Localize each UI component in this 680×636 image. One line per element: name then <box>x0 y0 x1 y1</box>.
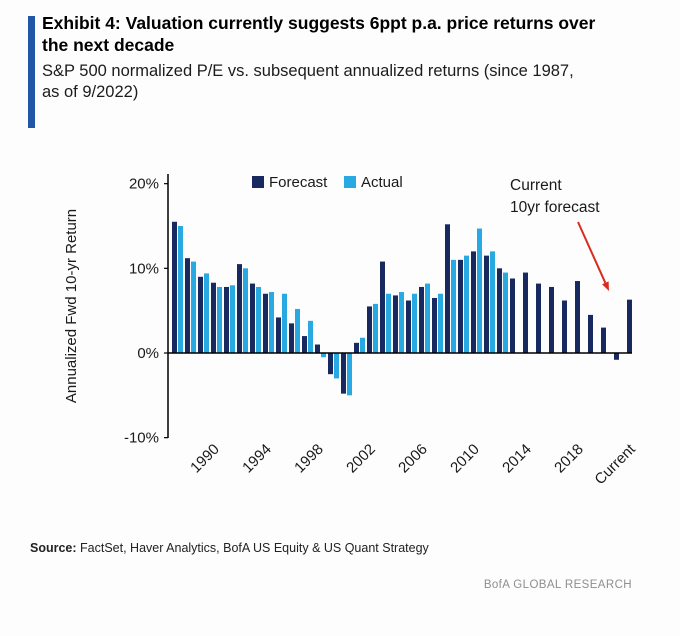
bar-forecast-2012 <box>497 268 502 353</box>
bar-forecast-2013 <box>510 278 515 353</box>
bar-actual-2011 <box>490 251 495 353</box>
exhibit-subtitle-line2: as of 9/2022) <box>42 82 139 101</box>
bar-forecast-2004 <box>393 295 398 353</box>
source-text: FactSet, Haver Analytics, BofA US Equity… <box>76 541 429 555</box>
x-tick-label: 2018 <box>551 441 587 477</box>
bar-actual-1997 <box>308 320 313 353</box>
source-line: Source: FactSet, Haver Analytics, BofA U… <box>30 541 429 555</box>
bar-actual-2005 <box>412 293 417 353</box>
bar-actual-1990 <box>217 286 222 353</box>
bar-actual-1998 <box>321 353 326 358</box>
bar-actual-2000 <box>347 353 352 396</box>
bar-actual-2001 <box>360 337 365 353</box>
x-tick-label: 1998 <box>291 441 327 477</box>
bar-forecast-Current <box>627 299 632 353</box>
bar-forecast-1993 <box>250 283 255 353</box>
bar-actual-1988 <box>191 261 196 353</box>
bar-forecast-1999 <box>328 353 333 375</box>
bar-actual-2007 <box>438 293 443 353</box>
bar-actual-1993 <box>256 286 261 353</box>
bar-forecast-2016 <box>549 286 554 353</box>
bar-forecast-1997 <box>302 336 307 353</box>
bar-actual-1999 <box>334 353 339 379</box>
bar-actual-2008 <box>451 259 456 353</box>
annotation-text: 10yr forecast <box>510 199 600 216</box>
legend-swatch-actual <box>344 176 356 188</box>
bar-forecast-1989 <box>198 276 203 353</box>
y-tick-label: -10% <box>124 430 159 447</box>
bar-forecast-1994 <box>263 293 268 353</box>
bar-forecast-1987 <box>172 221 177 353</box>
bar-forecast-2011 <box>484 255 489 353</box>
exhibit-header: Exhibit 4: Valuation currently suggests … <box>42 13 652 103</box>
legend-swatch-forecast <box>252 176 264 188</box>
legend-label-forecast: Forecast <box>269 174 328 191</box>
y-axis-title: Annualized Fwd 10-yr Return <box>63 209 80 403</box>
bar-actual-2010 <box>477 228 482 353</box>
source-label: Source: <box>30 541 77 555</box>
bar-actual-1996 <box>295 308 300 353</box>
bar-actual-2012 <box>503 272 508 353</box>
x-tick-label: Current <box>591 440 639 488</box>
exhibit-title-line2: the next decade <box>42 34 175 55</box>
x-tick-label: 2006 <box>395 441 431 477</box>
bar-forecast-2008 <box>445 224 450 353</box>
bar-forecast-2010 <box>471 251 476 353</box>
bar-forecast-1990 <box>211 282 216 353</box>
x-tick-label: 2002 <box>343 441 379 477</box>
exhibit-title-line1: Exhibit 4: Valuation currently suggests … <box>42 13 596 33</box>
bar-actual-1994 <box>269 292 274 353</box>
x-tick-label: 1990 <box>187 441 223 477</box>
x-tick-label: 2010 <box>447 441 483 477</box>
annotation-arrow-line <box>577 221 607 284</box>
bar-forecast-1998 <box>315 344 320 353</box>
bar-forecast-2003 <box>380 261 385 353</box>
bar-forecast-1996 <box>289 323 294 353</box>
bar-forecast-1995 <box>276 317 281 353</box>
annotation-text: Current <box>510 177 562 194</box>
bar-actual-2009 <box>464 255 469 353</box>
legend-label-actual: Actual <box>361 174 403 191</box>
bar-forecast-2018 <box>575 281 580 353</box>
bar-actual-1987 <box>178 226 183 353</box>
bar-forecast-1991 <box>224 286 229 353</box>
bar-actual-1992 <box>243 268 248 353</box>
bar-forecast-2002 <box>367 306 372 353</box>
bar-forecast-2005 <box>406 300 411 353</box>
bar-forecast-2017 <box>562 300 567 353</box>
x-tick-label: 2014 <box>499 441 535 477</box>
bar-forecast-2020 <box>601 327 606 353</box>
bar-actual-1991 <box>230 285 235 353</box>
valuation-returns-chart: 20% 10% 0% -10% 1990 1994 1998 2002 2006 2010 2014… <box>63 174 639 488</box>
bar-forecast-2007 <box>432 297 437 353</box>
bar-forecast-2015 <box>536 283 541 353</box>
bar-forecast-2009 <box>458 259 463 353</box>
bar-forecast-2000 <box>341 353 346 394</box>
exhibit-subtitle-line1: S&P 500 normalized P/E vs. subsequent an… <box>42 61 574 80</box>
y-tick-label: 20% <box>129 176 159 193</box>
bar-actual-1989 <box>204 273 209 353</box>
bar-actual-2002 <box>373 303 378 353</box>
research-brand: BofA GLOBAL RESEARCH <box>483 579 632 591</box>
x-tick-label: 1994 <box>239 441 275 477</box>
bar-actual-2003 <box>386 293 391 353</box>
bar-forecast-2001 <box>354 342 359 353</box>
annotation-arrowhead <box>602 281 609 291</box>
bar-forecast-2006 <box>419 286 424 353</box>
bar-forecast-2014 <box>523 272 528 353</box>
y-tick-label: 10% <box>129 260 159 277</box>
exhibit-subtitle: S&P 500 normalized P/E vs. subsequent an… <box>42 61 652 103</box>
bar-forecast-2021 <box>614 353 619 360</box>
bar-forecast-1992 <box>237 264 242 353</box>
bar-actual-2006 <box>425 283 430 353</box>
bar-actual-1995 <box>282 293 287 353</box>
y-tick-label: 0% <box>137 345 159 362</box>
accent-bar <box>28 16 35 128</box>
bar-actual-2004 <box>399 292 404 353</box>
bar-forecast-2019 <box>588 314 593 353</box>
bar-forecast-1988 <box>185 258 190 353</box>
